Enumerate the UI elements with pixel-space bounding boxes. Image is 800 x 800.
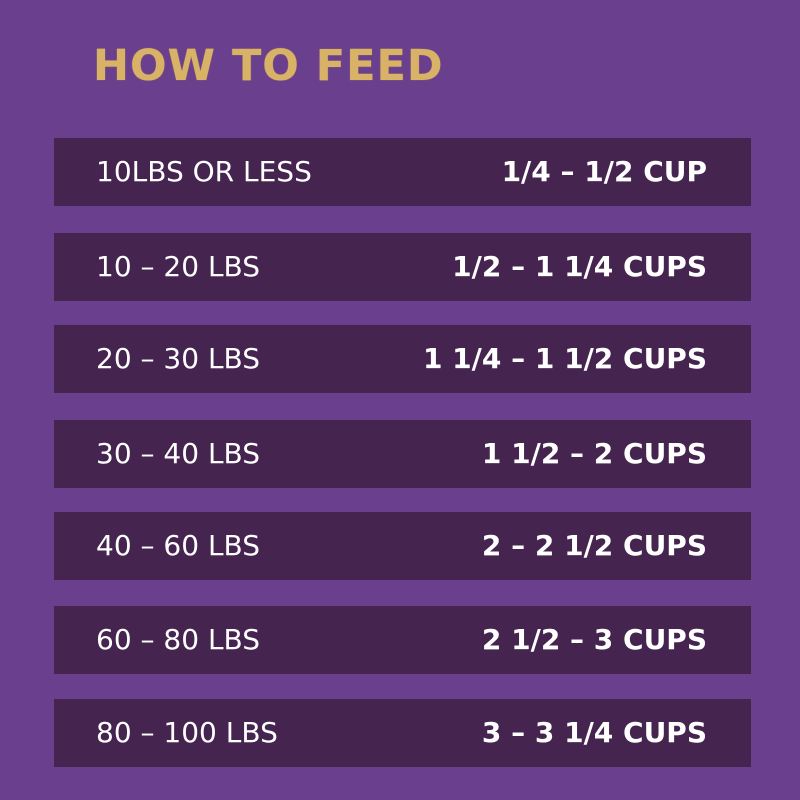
table-row: 40 – 60 LBS 2 – 2 1/2 CUPS: [54, 512, 751, 580]
weight-range: 30 – 40 LBS: [96, 437, 261, 470]
page-title: HOW TO FEED: [93, 41, 444, 91]
table-row: 80 – 100 LBS 3 – 3 1/4 CUPS: [54, 699, 751, 767]
weight-range: 10LBS OR LESS: [96, 155, 312, 188]
feed-amount: 3 – 3 1/4 CUPS: [481, 716, 707, 749]
feed-amount: 1/4 – 1/2 CUP: [501, 155, 707, 188]
feed-amount: 1 1/4 – 1 1/2 CUPS: [422, 342, 707, 375]
table-row: 30 – 40 LBS 1 1/2 – 2 CUPS: [54, 420, 751, 488]
table-row: 20 – 30 LBS 1 1/4 – 1 1/2 CUPS: [54, 325, 751, 393]
feed-amount: 2 1/2 – 3 CUPS: [481, 623, 707, 656]
table-row: 10LBS OR LESS 1/4 – 1/2 CUP: [54, 138, 751, 206]
weight-range: 60 – 80 LBS: [96, 623, 261, 656]
feed-amount: 1/2 – 1 1/4 CUPS: [452, 250, 707, 283]
weight-range: 40 – 60 LBS: [96, 529, 261, 562]
feed-amount: 1 1/2 – 2 CUPS: [481, 437, 707, 470]
table-row: 60 – 80 LBS 2 1/2 – 3 CUPS: [54, 606, 751, 674]
weight-range: 80 – 100 LBS: [96, 716, 278, 749]
weight-range: 10 – 20 LBS: [96, 250, 261, 283]
weight-range: 20 – 30 LBS: [96, 342, 261, 375]
table-row: 10 – 20 LBS 1/2 – 1 1/4 CUPS: [54, 233, 751, 301]
feed-amount: 2 – 2 1/2 CUPS: [481, 529, 707, 562]
